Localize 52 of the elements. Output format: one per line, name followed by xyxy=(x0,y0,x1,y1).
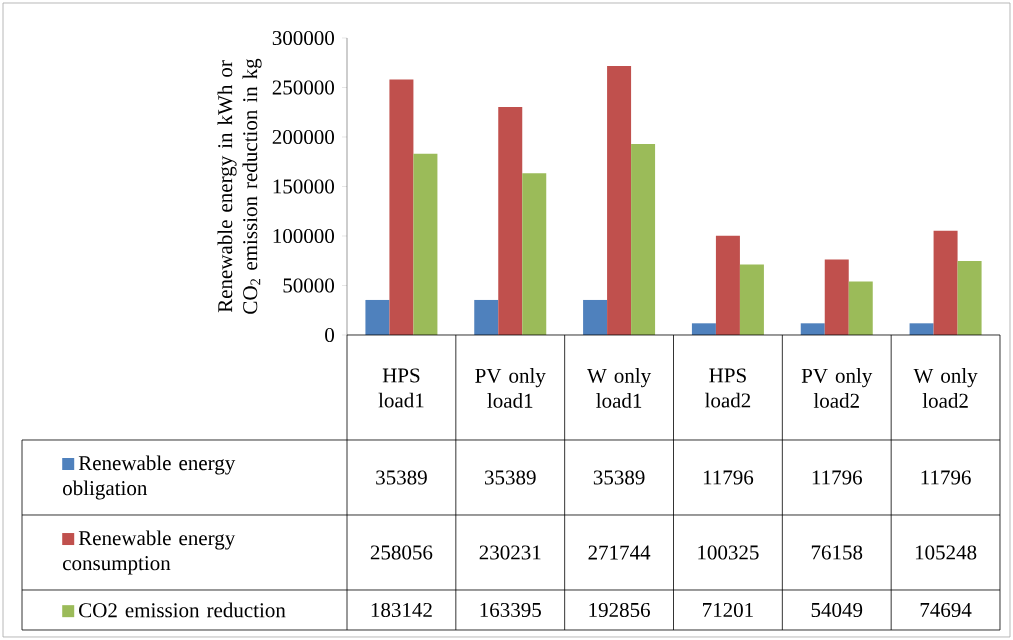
data-label: 11796 xyxy=(812,470,862,485)
bar xyxy=(474,299,499,335)
bar xyxy=(522,173,547,335)
data-label: 271744 xyxy=(588,545,651,560)
x-tick-label: HPS load2 xyxy=(705,368,751,408)
data-label: 71201 xyxy=(703,602,753,618)
data-label: 11796 xyxy=(703,470,754,485)
bar xyxy=(739,264,764,335)
bar xyxy=(413,153,438,335)
bar xyxy=(824,259,849,335)
y-tick-label: 200000 xyxy=(272,129,335,145)
data-label: 11796 xyxy=(921,470,971,485)
data-label: 54049 xyxy=(811,602,863,618)
legend-label: Renewable energy obligation xyxy=(63,455,236,500)
bar xyxy=(631,144,656,335)
bar xyxy=(909,323,934,335)
data-label: 230231 xyxy=(479,545,541,560)
bar xyxy=(957,261,982,335)
legend-label: CO2 emission reduction xyxy=(79,602,286,618)
y-tick-label: 50000 xyxy=(283,278,335,293)
bar xyxy=(691,323,716,335)
bar xyxy=(365,299,390,335)
data-label: 35389 xyxy=(593,470,645,485)
x-tick-label: PV only load2 xyxy=(801,368,873,408)
bar xyxy=(583,299,608,335)
legend-label: Renewable energy consumption xyxy=(63,530,236,575)
bar xyxy=(607,65,632,335)
bar xyxy=(389,79,414,335)
bar xyxy=(800,323,825,335)
y-tick-label: 0 xyxy=(325,327,335,343)
x-tick-label: PV only load1 xyxy=(475,368,546,408)
bar xyxy=(498,107,523,335)
bar xyxy=(933,230,958,335)
y-tick-label: 100000 xyxy=(273,228,335,244)
data-label: 183142 xyxy=(371,602,432,618)
y-tick-label: 300000 xyxy=(272,30,335,46)
bar xyxy=(848,281,873,335)
data-label: 74694 xyxy=(920,602,972,618)
data-label: 258056 xyxy=(370,545,433,560)
bar xyxy=(715,235,740,335)
data-label: 100325 xyxy=(698,545,759,560)
data-label: 105248 xyxy=(915,545,977,560)
data-label: 192856 xyxy=(589,602,650,618)
x-tick-label: W only load1 xyxy=(587,368,652,408)
y-tick-label: 150000 xyxy=(273,179,335,194)
x-tick-label: HPS load1 xyxy=(378,368,424,408)
data-label: 163395 xyxy=(480,602,541,618)
data-label: 76158 xyxy=(811,545,863,560)
y-tick-label: 250000 xyxy=(272,80,335,95)
data-label: 35389 xyxy=(485,470,536,485)
data-label: 35389 xyxy=(376,470,427,485)
x-tick-label: W only load2 xyxy=(913,368,978,408)
